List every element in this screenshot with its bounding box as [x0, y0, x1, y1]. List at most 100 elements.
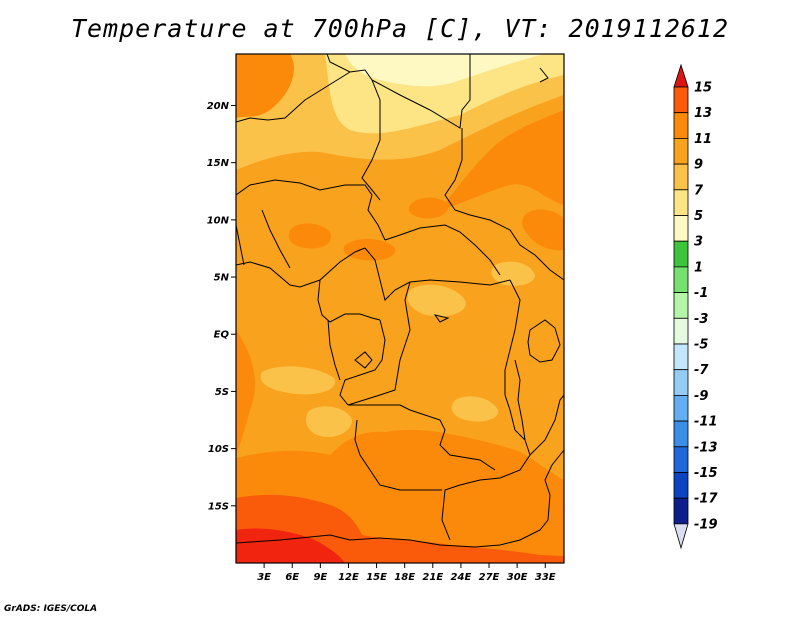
colorbar-swatch: [673, 472, 689, 499]
colorbar-swatch: [673, 189, 689, 216]
map-title: Temperature at 700hPa [C], VT: 201911261…: [70, 14, 730, 43]
field-band-11-east: [440, 110, 564, 210]
lon-tick-label: 12E: [338, 572, 359, 583]
border-line: [444, 128, 564, 281]
border-line: [348, 404, 496, 471]
colorbar-label: -3: [694, 312, 708, 327]
colorbar-swatch: [673, 343, 689, 371]
lon-tick-label: 9E: [313, 572, 327, 583]
border-line: [433, 314, 450, 323]
colorbar-label: 9: [694, 158, 703, 173]
border-line: [354, 419, 442, 491]
colorbar-label: 3: [694, 235, 703, 250]
map-frame: [235, 53, 565, 564]
colorbar-swatch: [673, 497, 689, 525]
colorbar-swatch: [673, 215, 689, 242]
latitude-axis: 20N 15N 10N 5N EQ 5S 10S 15S: [207, 101, 236, 512]
border-line: [441, 429, 531, 541]
colorbar-swatch: [673, 112, 689, 139]
lon-tick-label: 6E: [285, 572, 299, 583]
border-line: [514, 359, 526, 441]
colorbar-swatch: [673, 86, 689, 114]
lon-tick-label: 27E: [479, 572, 500, 583]
colorbar-label: -19: [694, 517, 718, 532]
border-line: [339, 319, 386, 406]
colorbar-swatch: [673, 394, 689, 422]
colorbar-label: 5: [694, 209, 703, 224]
lat-tick-label: 20N: [207, 101, 230, 112]
colorbar-swatch: [673, 163, 689, 191]
field-band-11-central-d: [522, 209, 564, 251]
lon-tick-label: 18E: [394, 572, 415, 583]
lon-tick-label: 3E: [257, 572, 271, 583]
colorbar-label: 7: [694, 183, 704, 198]
colorbar-label: -17: [694, 492, 718, 507]
colorbar-label: 1: [694, 260, 703, 275]
field-band-11-west: [236, 330, 255, 455]
colorbar-label: -7: [694, 363, 709, 378]
country-borders: [236, 54, 564, 548]
colorbar-swatch: [673, 369, 689, 396]
colorbar-swatch: [673, 292, 689, 319]
colorbar-swatch: [673, 317, 689, 345]
lon-tick-label: 21E: [422, 572, 443, 583]
colorbar-swatch: [673, 446, 689, 473]
lat-tick-label: EQ: [214, 330, 230, 341]
lat-tick-label: 10N: [207, 215, 230, 226]
colorbar: 15 13 11 9 7 5 3 1 -1 -3 -5 -7 -9 -11 -13 -15 -17 -19: [673, 63, 718, 550]
field-band-7-central-c: [260, 366, 336, 395]
lon-tick-label: 24E: [451, 572, 472, 583]
lat-tick-label: 10S: [208, 444, 229, 455]
border-line: [327, 319, 341, 381]
colorbar-label: -5: [694, 338, 708, 353]
grads-credit: GrADS: IGES/COLA: [4, 604, 98, 614]
border-line: [371, 54, 471, 129]
lon-tick-label: 15E: [366, 572, 387, 583]
colorbar-bottom-arrow: [673, 523, 689, 550]
field-band-15-south: [236, 528, 345, 563]
border-line: [354, 351, 373, 369]
field-band-11-central-b: [343, 238, 396, 261]
border-line: [236, 179, 386, 241]
border-line: [236, 224, 245, 266]
colorbar-top-arrow: [673, 63, 689, 88]
colorbar-swatch: [673, 240, 689, 268]
field-band-7-central-d: [305, 406, 352, 438]
border-line: [326, 54, 381, 201]
lat-tick-label: 15S: [208, 501, 229, 512]
colorbar-label: -11: [694, 415, 718, 430]
field-band-11-central-c: [408, 197, 449, 219]
field-band-7-central-e: [451, 396, 499, 422]
field-band-11-central-a: [288, 223, 331, 249]
lat-tick-label: 5S: [215, 387, 229, 398]
longitude-axis: 3E 6E 9E 12E 15E 18E 21E 24E 27E 30E 33E: [257, 563, 556, 583]
colorbar-label: 13: [694, 106, 712, 121]
lat-tick-label: 5N: [214, 273, 230, 284]
temperature-field: [236, 54, 564, 563]
border-line: [539, 67, 549, 83]
colorbar-label: 11: [694, 132, 712, 147]
lat-tick-label: 15N: [207, 158, 230, 169]
field-band-11-northwest: [236, 54, 294, 118]
field-band-7-central-b: [491, 261, 535, 286]
field-band-7-central-a: [407, 284, 466, 317]
colorbar-swatch: [673, 266, 689, 293]
field-band-3-north: [345, 54, 545, 87]
border-line: [364, 247, 511, 301]
border-line: [529, 394, 564, 456]
colorbar-label: -15: [694, 466, 718, 481]
colorbar-label: -1: [694, 286, 708, 301]
border-line: [527, 319, 561, 363]
border-line: [504, 279, 521, 431]
colorbar-label: 15: [694, 81, 712, 96]
colorbar-label: -13: [694, 440, 718, 455]
colorbar-swatch: [673, 420, 689, 448]
border-line: [261, 209, 291, 269]
lon-tick-label: 33E: [535, 572, 556, 583]
border-line: [236, 519, 549, 548]
border-line: [544, 449, 564, 521]
border-line: [384, 224, 501, 276]
border-line: [317, 279, 381, 323]
lon-tick-label: 30E: [507, 572, 528, 583]
